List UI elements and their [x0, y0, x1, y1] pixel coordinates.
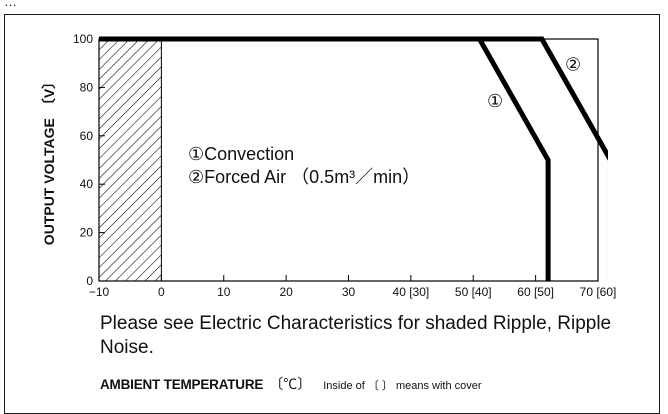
x-tick-label: 70 [60] — [580, 285, 617, 299]
x-tick-label: 60 [50] — [517, 285, 554, 299]
series-lines — [99, 36, 608, 281]
x-tick-label: 10 — [217, 285, 231, 299]
series-line-1 — [99, 36, 551, 281]
x-axis-cover-note: Inside of 〔 〕 means with cover — [323, 380, 482, 392]
hatched-region — [98, 38, 162, 282]
legend-entry-2: ②Forced Air （0.5m³／min） — [188, 167, 420, 187]
series-line-2 — [99, 36, 608, 281]
cropped-header-text: … — [4, 0, 19, 9]
ripple-note: Please see Electric Characteristics for … — [100, 313, 612, 358]
y-axis-unit: 〔V〕 — [41, 75, 57, 112]
legend-entry-1: ①Convection — [188, 144, 294, 164]
series-marker-2: ② — [565, 54, 581, 75]
x-tick-label: 0 — [158, 285, 165, 299]
x-tick-label: 30 — [342, 285, 356, 299]
shaded-ripple-region — [98, 38, 162, 282]
y-tick-label: 20 — [80, 226, 94, 240]
series-markers: ①② — [487, 54, 581, 111]
y-axis-label: OUTPUT VOLTAGE 〔V〕 — [41, 75, 57, 245]
plot-frame — [98, 38, 599, 282]
y-tick-label: 0 — [86, 274, 93, 288]
x-tick-label: 40 [30] — [393, 285, 430, 299]
series-marker-1: ① — [487, 91, 503, 112]
y-tick-label: 60 — [80, 129, 94, 143]
x-tick-label: −10 — [89, 285, 110, 299]
y-tick-label: 80 — [80, 80, 94, 94]
x-axis-unit: 〔℃〕 — [269, 376, 312, 392]
y-axis-label-text: OUTPUT VOLTAGE — [41, 118, 57, 245]
x-tick-label: 50 [40] — [455, 285, 492, 299]
x-axis-label: AMBIENT TEMPERATURE — [100, 377, 264, 392]
legend: ①Convection ②Forced Air （0.5m³／min） — [188, 144, 420, 187]
axis-ticks: −10 0 10 20 30 40 [30] 50 [40] 60 [50] 70 [60]02… — [73, 32, 616, 299]
x-tick-label: 20 — [279, 285, 293, 299]
y-tick-label: 100 — [73, 32, 93, 46]
cropped-header: … — [0, 0, 668, 10]
y-tick-label: 40 — [80, 177, 94, 191]
plot-axes — [98, 38, 599, 282]
x-axis-label-row: AMBIENT TEMPERATURE 〔℃〕 Inside of 〔 〕 mean… — [100, 374, 482, 394]
